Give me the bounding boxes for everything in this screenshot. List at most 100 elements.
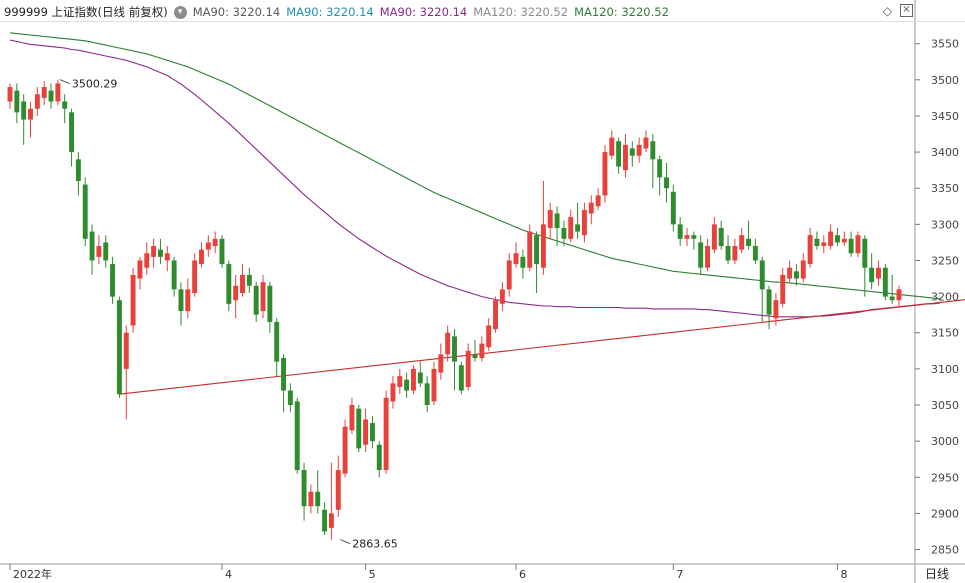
candle-body [499, 289, 505, 304]
candle-body [226, 264, 232, 304]
candle-body [322, 509, 328, 532]
candle-body [561, 227, 567, 239]
candle-body [547, 209, 553, 228]
candle-body [281, 358, 287, 391]
candle-body [602, 152, 608, 196]
candle-body [267, 285, 273, 322]
candle-body [192, 260, 198, 293]
candle-body [260, 282, 266, 312]
candle-body [411, 368, 416, 391]
candle-body [376, 444, 382, 471]
candle-body [814, 238, 820, 247]
candle-body [7, 87, 13, 102]
candle-body [766, 289, 772, 315]
symbol-title: 999999 上证指数(日线 前复权) [4, 5, 168, 19]
candle-body [739, 235, 745, 250]
candle-body [199, 249, 204, 265]
candle-body [472, 354, 478, 359]
y-tick-label: 3000 [931, 435, 959, 448]
candle-body [253, 285, 259, 315]
candle-body [889, 296, 895, 301]
annotation-pointer [59, 79, 71, 84]
candle-body [308, 491, 314, 507]
candle-body [356, 408, 362, 449]
x-axis: 2022年 4 5 6 7 8 日线 [9, 564, 949, 581]
candle-body [137, 260, 143, 279]
candle-body [568, 217, 574, 239]
candlesticks [7, 79, 902, 540]
candle-body [151, 246, 157, 257]
candle-body [650, 141, 656, 160]
candle-body [185, 289, 191, 312]
annotation-label: 2863.65 [352, 538, 398, 551]
y-tick-label: 3200 [931, 291, 959, 304]
candle-body [629, 148, 635, 156]
candle-body [287, 390, 293, 406]
candle-body [554, 213, 560, 228]
diamond-icon[interactable]: ◇ [882, 4, 892, 18]
candle-body [205, 242, 211, 250]
candle-body [383, 397, 389, 471]
candle-body [609, 137, 615, 156]
candle-body [773, 300, 779, 319]
candle-body [315, 491, 321, 507]
candle-body [752, 246, 758, 261]
candle-body [301, 470, 307, 507]
x-tick-label: 7 [676, 568, 683, 581]
close-icon[interactable]: × [900, 4, 913, 17]
candle-body [178, 289, 184, 312]
candle-body [725, 246, 731, 261]
candle-body [123, 332, 129, 369]
candle-body [431, 368, 437, 402]
annotation-pointer [340, 539, 351, 545]
y-tick-label: 3100 [931, 363, 959, 376]
candle-body [759, 260, 765, 290]
y-tick-label: 3450 [931, 110, 959, 123]
candle-body [41, 87, 47, 98]
candle-body [342, 426, 348, 474]
candle-body [130, 274, 136, 326]
candle-body [862, 238, 868, 268]
candle-body [157, 249, 163, 257]
candle-body [294, 401, 300, 471]
x-tick-label: 8 [840, 568, 847, 581]
candle-body [677, 224, 683, 239]
candle-body [212, 238, 218, 247]
candle-body [335, 470, 341, 510]
x-tick-label: 2022年 [13, 567, 52, 581]
candle-body [595, 195, 601, 207]
y-tick-label: 3500 [931, 74, 959, 87]
chevron-down-icon[interactable]: ▾ [173, 5, 187, 19]
candle-body [828, 231, 834, 247]
candle-body [390, 383, 396, 402]
x-tick-label: 4 [225, 568, 232, 581]
candle-body [732, 246, 738, 261]
x-tick-label: 5 [369, 568, 376, 581]
legend-ma120-green: MA120: 3220.52 [574, 5, 669, 19]
candle-body [103, 242, 109, 261]
candle-body [486, 325, 492, 348]
candle-body [520, 256, 526, 268]
candle-body [144, 253, 150, 268]
candle-body [116, 300, 122, 395]
chart-legend: 999999 上证指数(日线 前复权) ▾ MA90: 3220.14 MA90… [4, 3, 675, 21]
candle-body [458, 365, 464, 391]
candle-body [670, 191, 676, 225]
candle-body [800, 260, 806, 279]
candle-body [48, 90, 54, 102]
candle-body [841, 238, 847, 243]
candle-body [534, 235, 540, 265]
candle-body [855, 235, 861, 254]
candle-body [14, 90, 20, 113]
candle-body [274, 321, 280, 362]
candle-body [21, 101, 27, 120]
candle-body [705, 246, 710, 268]
candle-body [219, 238, 225, 265]
y-tick-label: 3250 [931, 254, 959, 267]
candle-body [616, 141, 622, 167]
candle-body [69, 112, 75, 153]
candle-body [55, 83, 61, 102]
candle-body [882, 267, 888, 297]
y-tick-label: 2850 [931, 544, 959, 557]
